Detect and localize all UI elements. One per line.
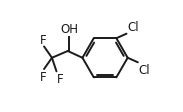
Text: F: F <box>40 34 47 46</box>
Text: Cl: Cl <box>127 21 139 34</box>
Text: F: F <box>57 72 64 85</box>
Text: OH: OH <box>60 23 79 36</box>
Text: Cl: Cl <box>138 63 150 76</box>
Text: F: F <box>40 70 47 83</box>
